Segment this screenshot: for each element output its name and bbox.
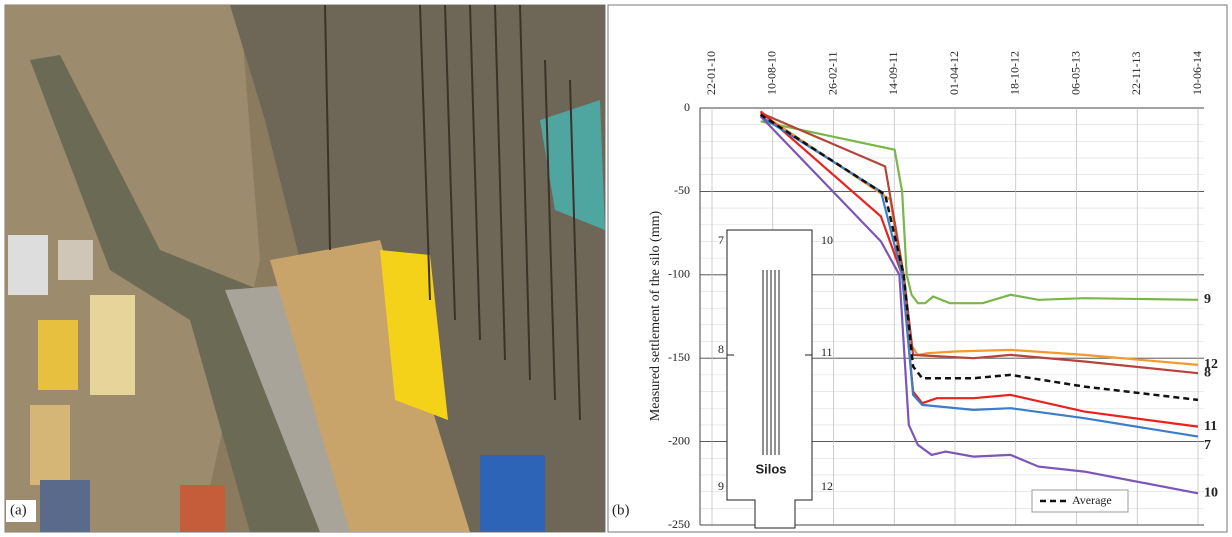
inset-label: 12	[821, 479, 833, 493]
inset-label: 7	[718, 233, 724, 247]
x-tick-label: 22-01-10	[704, 51, 718, 95]
x-tick-label: 10-06-14	[1190, 51, 1204, 95]
y-tick-label: -150	[668, 350, 690, 364]
series-end-label: 9	[1204, 292, 1211, 307]
series-end-label: 8	[1204, 365, 1211, 380]
inset-label: 8	[718, 342, 724, 356]
series-end-label: 11	[1204, 419, 1217, 434]
x-tick-label: 10-08-10	[765, 51, 779, 95]
x-tick-label: 14-09-11	[886, 51, 900, 95]
y-tick-label: 0	[684, 100, 690, 114]
x-tick-label: 22-11-13	[1129, 51, 1143, 95]
inset-label: 10	[821, 233, 833, 247]
x-tick-label: 18-10-12	[1008, 51, 1022, 95]
inset-title: Silos	[755, 461, 786, 476]
photo	[5, 5, 605, 532]
photo-label: (a)	[10, 502, 27, 518]
y-tick-label: -100	[668, 267, 690, 281]
y-tick-label: -250	[668, 517, 690, 531]
inset-label: 11	[821, 345, 833, 359]
y-axis-title: Measured settlement of the silo (mm)	[648, 210, 663, 421]
series-end-label: 10	[1204, 486, 1218, 501]
x-tick-label: 01-04-12	[947, 51, 961, 95]
y-tick-label: -50	[674, 183, 690, 197]
legend-label: Average	[1072, 493, 1112, 507]
x-tick-label: 06-05-13	[1068, 51, 1082, 95]
y-tick-label: -200	[668, 433, 690, 447]
series-end-label: 7	[1204, 438, 1211, 453]
x-tick-label: 26-02-11	[825, 51, 839, 95]
panel-label: (b)	[612, 502, 630, 518]
inset-label: 9	[718, 479, 724, 493]
figure: (a) (b) Measured settlement of the silo …	[0, 0, 1232, 537]
